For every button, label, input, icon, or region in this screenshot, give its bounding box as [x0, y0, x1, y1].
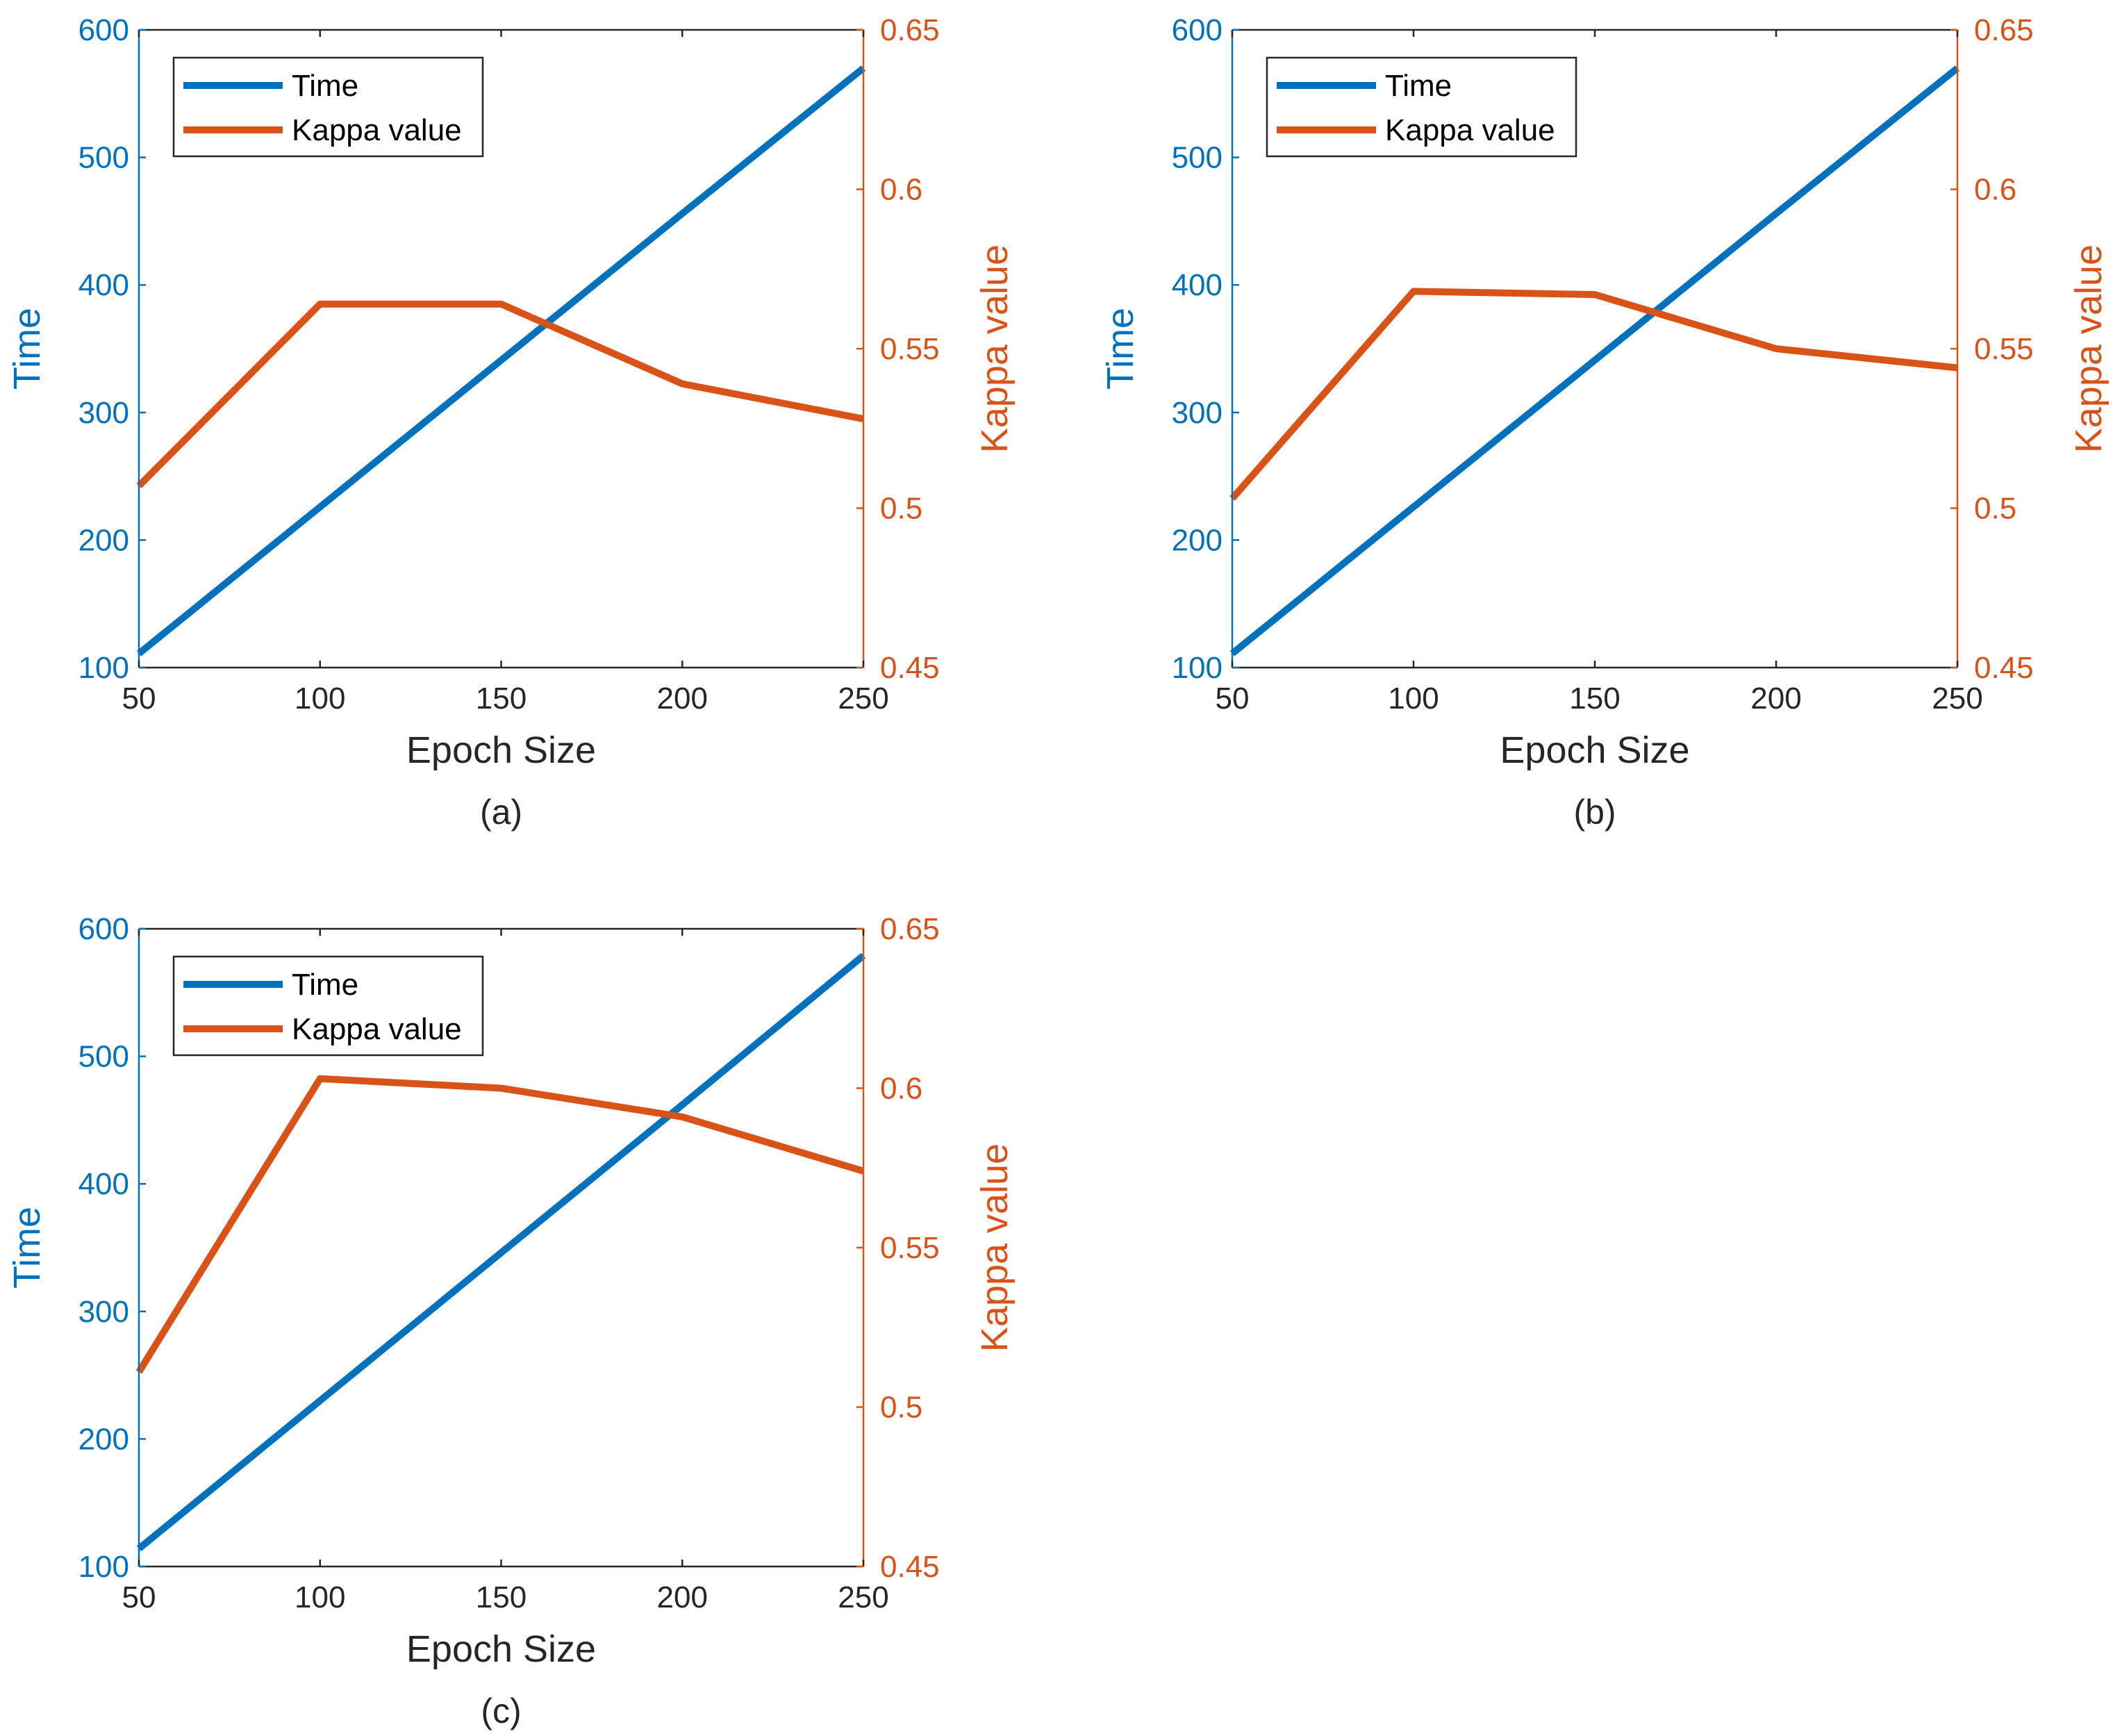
- x-tick-label: 200: [1750, 681, 1801, 716]
- x-tick-label: 250: [838, 1580, 888, 1614]
- right-y-tick-label: 0.65: [880, 13, 940, 47]
- right-y-tick-label: 0.6: [880, 173, 922, 207]
- x-axis-label: Epoch Size: [406, 1628, 596, 1670]
- chart-panel-b: 50 100 150 200 2501002003004005006000.450.50…: [1100, 13, 2110, 832]
- x-tick-label: 100: [295, 681, 345, 716]
- right-y-tick-label: 0.6: [880, 1072, 922, 1106]
- left-y-tick-label: 600: [78, 912, 129, 946]
- legend-label: Time: [292, 968, 358, 1002]
- x-tick-label: 150: [1569, 681, 1620, 716]
- left-y-axis-label: Time: [1100, 308, 1141, 390]
- left-y-tick-label: 300: [78, 1295, 129, 1329]
- right-y-tick-label: 0.55: [880, 332, 940, 366]
- series-line-kappa: [135, 1075, 865, 1374]
- series-line-kappa: [136, 300, 864, 488]
- left-y-tick-label: 500: [78, 1040, 129, 1074]
- right-y-tick-label: 0.55: [880, 1231, 940, 1265]
- x-tick-label: 200: [657, 1580, 708, 1614]
- legend-box: [1266, 56, 1577, 158]
- left-y-tick-label: 200: [78, 1422, 129, 1456]
- x-tick-label: 50: [122, 681, 156, 716]
- x-axis-label: Epoch Size: [1500, 729, 1689, 771]
- series-line-kappa: [1229, 288, 1958, 501]
- x-tick-label: 150: [476, 1580, 527, 1614]
- left-y-tick-label: 100: [78, 1550, 129, 1584]
- right-y-tick-label: 0.65: [880, 912, 940, 946]
- right-y-axis-label: Kappa value: [974, 245, 1016, 453]
- series-line-time: [1229, 65, 1960, 656]
- left-y-tick-label: 300: [1172, 396, 1223, 430]
- left-y-tick-label: 500: [1172, 141, 1223, 175]
- left-y-tick-label: 300: [78, 396, 129, 430]
- right-y-tick-label: 0.55: [1974, 332, 2034, 366]
- legend-label: Time: [1385, 69, 1452, 103]
- x-tick-label: 150: [476, 681, 527, 716]
- left-y-tick-label: 600: [1172, 13, 1223, 47]
- chart-panel-c: 50 100 150 200 2501002003004005006000.450.50…: [6, 912, 1016, 1730]
- panel-caption: (c): [481, 1692, 521, 1730]
- legend-label: Kappa value: [1385, 113, 1555, 147]
- x-tick-label: 250: [838, 681, 888, 716]
- left-y-axis-label: Time: [6, 1207, 48, 1289]
- right-y-axis-label: Kappa value: [974, 1143, 1016, 1352]
- panel-caption: (a): [480, 793, 522, 832]
- right-y-tick-label: 0.65: [1974, 13, 2034, 47]
- legend-label: Kappa value: [292, 113, 462, 147]
- x-axis-label: Epoch Size: [406, 729, 596, 771]
- left-y-tick-label: 100: [78, 651, 129, 685]
- left-y-tick-label: 100: [1172, 651, 1223, 685]
- legend-label: Time: [292, 69, 358, 103]
- right-y-tick-label: 0.45: [880, 651, 940, 685]
- right-y-axis-label: Kappa value: [2068, 245, 2110, 453]
- right-y-tick-label: 0.45: [1974, 651, 2034, 685]
- x-tick-label: 50: [122, 1580, 156, 1614]
- legend-label: Kappa value: [292, 1012, 462, 1046]
- left-y-tick-label: 600: [78, 13, 129, 47]
- left-y-tick-label: 200: [78, 523, 129, 557]
- left-y-tick-label: 200: [1172, 523, 1223, 557]
- left-y-tick-label: 400: [1172, 268, 1223, 302]
- legend-box: [172, 56, 484, 158]
- legend-box: [172, 955, 484, 1057]
- x-tick-label: 100: [295, 1580, 345, 1614]
- right-y-tick-label: 0.5: [1974, 492, 2016, 526]
- left-y-tick-label: 400: [78, 268, 129, 302]
- left-y-tick-label: 400: [78, 1167, 129, 1201]
- chart-panel-a: 50 100 150 200 2501002003004005006000.450.50…: [6, 13, 1016, 832]
- x-tick-label: 100: [1388, 681, 1439, 716]
- x-tick-label: 200: [657, 681, 708, 716]
- right-y-tick-label: 0.6: [1974, 173, 2016, 207]
- right-y-tick-label: 0.45: [880, 1550, 940, 1584]
- series-line-time: [136, 65, 866, 656]
- series-line-time: [136, 952, 866, 1552]
- x-tick-label: 250: [1932, 681, 1982, 716]
- x-tick-label: 50: [1216, 681, 1250, 716]
- right-y-tick-label: 0.5: [880, 1391, 922, 1425]
- left-y-axis-label: Time: [6, 308, 48, 390]
- right-y-tick-label: 0.5: [880, 492, 922, 526]
- panel-caption: (b): [1573, 793, 1616, 832]
- left-y-tick-label: 500: [78, 141, 129, 175]
